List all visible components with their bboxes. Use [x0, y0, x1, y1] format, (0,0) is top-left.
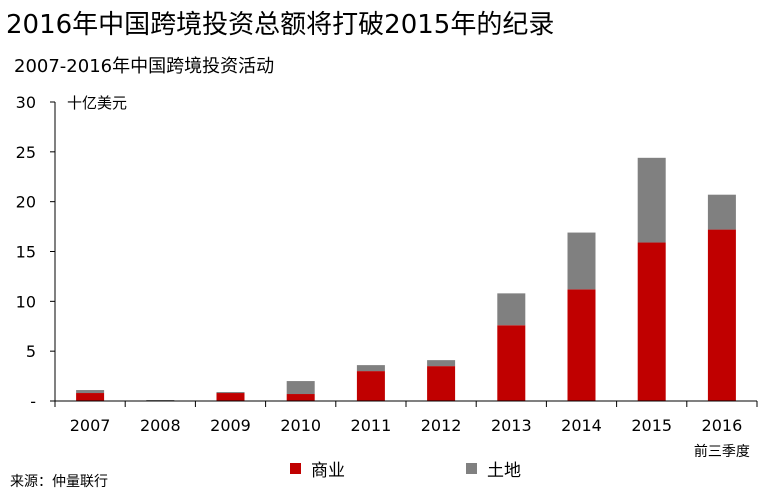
bar-commercial-2012: [427, 366, 456, 401]
x-tick-label-2015: 2015: [631, 416, 672, 435]
legend-label-land: 土地: [487, 461, 521, 481]
bar-commercial-2016: [707, 229, 736, 401]
x-tick-note-2016: 前三季度: [694, 443, 750, 460]
bar-commercial-2015: [637, 242, 666, 401]
legend-item-commercial: 商业: [290, 456, 345, 481]
legend-swatch-commercial: [290, 463, 301, 474]
y-tick-label-15: 15: [16, 243, 36, 262]
x-tick-label-2013: 2013: [491, 416, 532, 435]
x-tick-label-2010: 2010: [280, 416, 321, 435]
x-tick-label-2007: 2007: [70, 416, 111, 435]
x-tick-label-2016: 2016: [702, 416, 743, 435]
bar-land-2016: [707, 194, 736, 230]
x-tick-label-2008: 2008: [140, 416, 181, 435]
x-tick-label-2012: 2012: [421, 416, 462, 435]
bar-land-2007: [76, 390, 105, 394]
x-tick-label-2011: 2011: [351, 416, 392, 435]
bar-commercial-2009: [216, 393, 245, 401]
chart-subtitle: 2007-2016年中国跨境投资活动: [14, 56, 275, 77]
bar-commercial-2013: [497, 325, 526, 401]
y-tick-label-0: -: [30, 392, 36, 411]
y-tick-label-20: 20: [16, 193, 36, 212]
y-tick-label-30: 30: [16, 93, 36, 112]
bar-land-2011: [356, 365, 385, 372]
bar-land-2010: [286, 381, 315, 395]
bar-land-2015: [637, 157, 666, 243]
y-tick-label-10: 10: [16, 292, 36, 311]
bar-commercial-2010: [286, 394, 315, 401]
bar-land-2012: [427, 360, 456, 367]
x-tick-label-2009: 2009: [210, 416, 251, 435]
y-tick-label-25: 25: [16, 143, 36, 162]
legend-swatch-land: [466, 463, 477, 474]
y-axis-unit-label: 十亿美元: [67, 94, 128, 112]
x-tick-label-2014: 2014: [561, 416, 602, 435]
bar-commercial-2014: [567, 289, 596, 401]
legend-label-commercial: 商业: [311, 461, 345, 481]
bar-commercial-2007: [76, 393, 105, 401]
legend-item-land: 土地: [466, 456, 521, 481]
y-tick-label-5: 5: [26, 342, 36, 361]
bar-land-2013: [497, 293, 526, 326]
source-note: 来源：仲量联行: [10, 474, 108, 490]
bar-land-2014: [567, 232, 596, 290]
bar-land-2009: [216, 392, 245, 394]
bar-commercial-2011: [356, 371, 385, 401]
bars-group: [76, 157, 736, 401]
chart-title: 2016年中国跨境投资总额将打破2015年的纪录: [6, 10, 555, 40]
axes-group: [50, 101, 758, 407]
tick-labels-group: - 5 10 15 20 25 30 2007 2008 2009 2010 2011 2012 2013…: [16, 93, 750, 460]
